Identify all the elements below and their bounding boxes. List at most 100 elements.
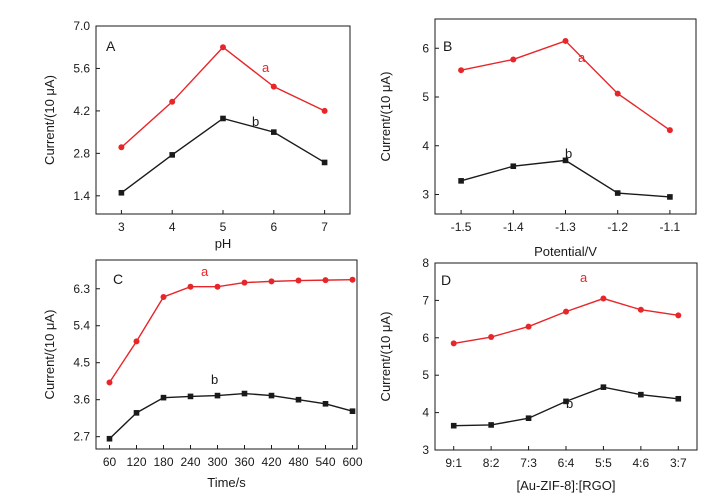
y-tick-label: 6.3	[73, 282, 90, 296]
y-tick-label: 5.4	[73, 319, 90, 333]
data-point-b	[169, 152, 175, 158]
y-tick-label: 2.7	[73, 430, 90, 444]
panel-letter: C	[113, 271, 123, 287]
data-point-a	[118, 144, 125, 151]
data-point-a	[563, 308, 569, 315]
series-line-b	[109, 392, 353, 440]
y-tick-label: 6	[422, 41, 429, 55]
x-axis-label: pH	[215, 236, 232, 251]
x-tick-label: -1.3	[555, 220, 576, 234]
data-point-b	[349, 408, 356, 414]
x-tick-label: 7:3	[520, 456, 537, 470]
x-tick-label: 480	[288, 455, 308, 469]
y-tick-label: 4	[422, 139, 429, 153]
x-tick-label: -1.1	[660, 220, 681, 234]
plot-frame	[95, 259, 358, 450]
series-line-a	[460, 40, 671, 131]
x-axis-label: Time/s	[207, 475, 246, 490]
data-point-a	[562, 37, 569, 44]
data-point-a	[349, 276, 356, 283]
y-tick-label: 7	[422, 293, 429, 307]
x-tick-label: 6:4	[558, 456, 575, 470]
data-point-a	[600, 295, 607, 302]
y-tick-label: 3	[422, 188, 429, 202]
data-point-a	[666, 127, 673, 134]
data-point-b	[268, 392, 275, 399]
data-point-b	[160, 394, 167, 401]
data-point-b	[241, 390, 248, 397]
series-label-b: b	[566, 396, 573, 411]
plot-frame	[434, 18, 697, 215]
data-point-a	[614, 90, 621, 97]
x-tick-label: 8:2	[483, 456, 500, 470]
data-point-b	[600, 384, 607, 390]
data-point-b	[525, 415, 532, 422]
panel-letter: D	[441, 272, 451, 288]
data-point-b	[638, 391, 644, 398]
data-point-b	[187, 393, 194, 400]
data-point-b	[220, 115, 226, 122]
data-point-b	[214, 392, 221, 399]
x-tick-label: 4:6	[633, 456, 650, 470]
y-tick-label: 1.4	[73, 189, 90, 203]
data-point-b	[675, 395, 682, 402]
chart-panel-c: 60 120 180 240 300 360 420 480 540 600 2.7 3.6 4.5 5.…	[42, 259, 363, 490]
x-tick-label: 3	[118, 220, 125, 234]
series-label-a: a	[201, 264, 209, 279]
data-point-b	[133, 410, 140, 416]
x-tick-label: -1.2	[607, 220, 628, 234]
series-label-b: b	[565, 146, 572, 161]
data-point-a	[106, 379, 113, 386]
x-axis-label: [Au-ZIF-8]:[RGO]	[517, 478, 616, 493]
series-label-a: a	[262, 60, 270, 75]
data-point-a	[220, 44, 226, 51]
data-point-a	[241, 279, 248, 286]
data-point-a	[268, 278, 275, 285]
x-tick-label: -1.5	[451, 220, 472, 234]
x-tick-label: 420	[261, 455, 281, 469]
x-tick-label: 360	[234, 455, 254, 469]
y-tick-label: 3	[422, 443, 429, 457]
data-point-a	[270, 83, 277, 90]
data-point-a	[488, 334, 495, 341]
data-point-a	[322, 277, 329, 284]
y-tick-label: 5.6	[73, 61, 90, 75]
x-tick-label: 7	[321, 220, 328, 234]
x-tick-label: 600	[342, 455, 362, 469]
y-axis-label: Current/(10 μA)	[378, 312, 393, 402]
x-tick-label: 5	[220, 220, 227, 234]
x-tick-label: 60	[103, 455, 117, 469]
y-axis-label: Current/(10 μA)	[42, 75, 57, 165]
panel-letter: A	[106, 38, 116, 54]
series-line-a	[120, 46, 325, 148]
data-point-b	[295, 396, 302, 403]
data-point-b	[106, 435, 113, 442]
y-tick-label: 3.6	[73, 393, 90, 407]
data-point-a	[187, 283, 194, 290]
data-point-a	[675, 312, 682, 319]
x-tick-label: 6	[270, 220, 277, 234]
x-tick-label: 300	[207, 455, 227, 469]
x-tick-label: 120	[126, 455, 146, 469]
y-tick-label: 4	[422, 406, 429, 420]
data-point-a	[295, 277, 302, 284]
data-point-b	[118, 189, 125, 196]
data-point-b	[450, 422, 457, 429]
plot-frame	[434, 262, 698, 451]
data-point-b	[321, 159, 328, 166]
x-tick-label: 180	[153, 455, 173, 469]
data-point-a	[133, 338, 140, 345]
series-label-b: b	[252, 114, 259, 129]
series-line-a	[108, 279, 353, 383]
data-point-b	[488, 422, 494, 428]
data-point-a	[160, 293, 167, 300]
series-line-b	[120, 117, 325, 194]
data-point-b	[510, 163, 517, 170]
x-tick-label: 240	[180, 455, 200, 469]
data-point-a	[510, 56, 517, 63]
series-line-a	[453, 297, 679, 345]
data-point-a	[214, 283, 221, 290]
x-tick-label: -1.4	[503, 220, 524, 234]
y-axis-label: Current/(10 μA)	[378, 72, 393, 162]
